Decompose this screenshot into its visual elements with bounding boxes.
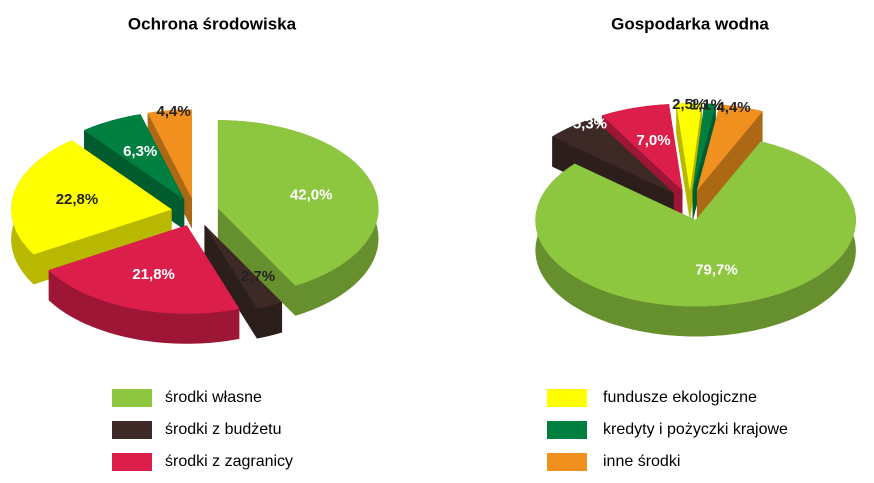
slice bbox=[147, 109, 192, 198]
slice bbox=[551, 118, 674, 194]
slice bbox=[204, 225, 283, 309]
data-label: 21,8% bbox=[132, 266, 175, 283]
slice bbox=[535, 141, 856, 307]
legend-label: kredyty i pożyczki krajowe bbox=[603, 421, 788, 438]
slice bbox=[83, 114, 185, 200]
slice bbox=[696, 104, 763, 191]
data-label: 4,4% bbox=[716, 99, 750, 116]
data-label: 4,4% bbox=[157, 103, 191, 120]
legend-label: inne środki bbox=[603, 453, 680, 470]
legend-swatch bbox=[112, 453, 152, 471]
legend-label: środki z zagranicy bbox=[165, 453, 293, 470]
data-label: 79,7% bbox=[695, 262, 738, 279]
legend-label: środki z budżetu bbox=[165, 421, 282, 438]
slice bbox=[217, 120, 379, 286]
slice bbox=[601, 104, 683, 191]
legend-swatch bbox=[547, 389, 587, 407]
chart-title: Gospodarka wodna bbox=[611, 14, 769, 33]
legend-swatch bbox=[547, 453, 587, 471]
data-label: 7,0% bbox=[636, 132, 670, 149]
data-label: 2,5% bbox=[672, 96, 706, 113]
legend-swatch bbox=[112, 389, 152, 407]
legend-swatch bbox=[112, 421, 152, 439]
slice bbox=[692, 103, 716, 190]
legend-swatch bbox=[547, 421, 587, 439]
slice bbox=[48, 225, 240, 314]
slice bbox=[676, 103, 702, 190]
legend-label: środki własne bbox=[165, 389, 262, 406]
data-label: 1,1% bbox=[690, 96, 724, 113]
data-label: 5,3% bbox=[573, 116, 607, 133]
data-label: 2,7% bbox=[241, 268, 275, 285]
data-label: 6,3% bbox=[123, 143, 157, 160]
data-label: 42,0% bbox=[290, 186, 333, 203]
data-label: 22,8% bbox=[56, 191, 99, 208]
chart-title: Ochrona środowiska bbox=[128, 14, 297, 33]
slice bbox=[11, 140, 172, 255]
legend-label: fundusze ekologiczne bbox=[603, 389, 757, 406]
